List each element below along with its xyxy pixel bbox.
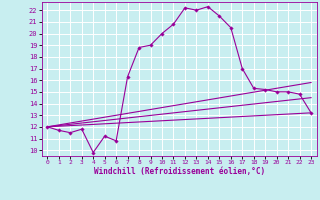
X-axis label: Windchill (Refroidissement éolien,°C): Windchill (Refroidissement éolien,°C) bbox=[94, 167, 265, 176]
